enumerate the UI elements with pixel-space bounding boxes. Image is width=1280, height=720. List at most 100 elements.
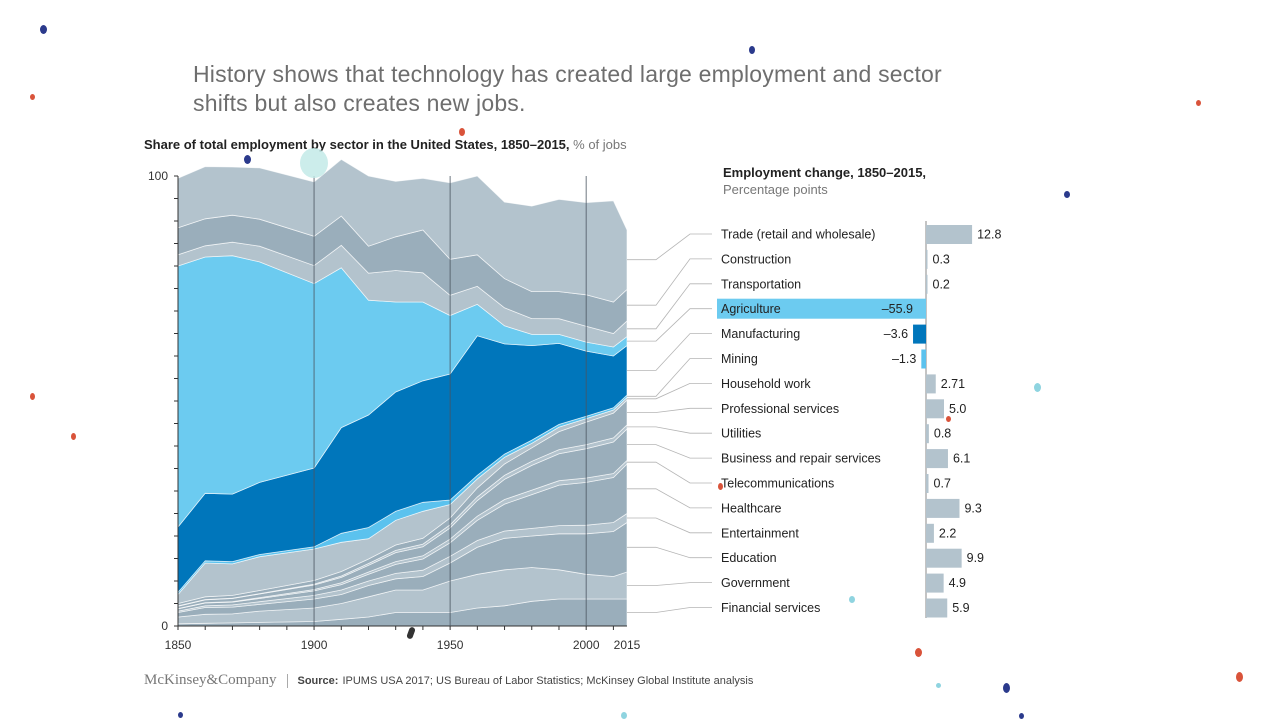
bar-category-label: Financial services [721,601,820,615]
decorative-dot [718,483,723,490]
leader-line-entertainment [627,517,712,534]
bar-category-label: Telecommunications [721,477,834,491]
decorative-dot [1196,100,1201,106]
bar-category-label: Mining [721,352,758,366]
decorative-dot [915,648,922,657]
bar-financial-services [926,598,948,618]
decorative-dot [1003,683,1010,693]
decorative-dot [30,94,35,100]
headline: History shows that technology has create… [193,61,942,116]
bar-entertainment [926,523,934,543]
bar-chart-title-bold: Employment change, 1850–2015, [723,165,927,180]
leader-line-professional-services [627,407,712,413]
bar-value-label: 5.0 [949,402,966,416]
bar-value-label: 2.2 [939,526,956,540]
area-trade-retail-and-wholesale [177,158,628,303]
leader-lines [627,233,712,613]
x-tick-label: 1850 [165,638,192,652]
bar-category-label: Healthcare [721,501,781,515]
bar-value-label: 0.8 [934,427,951,441]
bar-mining [921,349,926,369]
leader-line-utilities [627,426,712,434]
bar-transportation [926,274,928,294]
decorative-dot [71,433,76,440]
y-tick-label: 0 [161,619,168,633]
leader-line-manufacturing [627,333,712,371]
bar-value-label: 4.9 [949,576,966,590]
bar-category-label: Utilities [721,427,761,441]
decorative-dot [1019,713,1024,719]
bar-utilities [926,424,929,444]
bar-trade-retail-and-wholesale [926,225,973,244]
leader-line-trade-retail-and-wholesale [627,233,712,261]
decorative-dot [244,155,251,164]
leader-line-education [627,546,712,559]
bar-healthcare [926,498,960,518]
leader-line-transportation [627,283,712,330]
stacked-area-chart [177,158,628,627]
bar-value-label: –3.6 [884,327,908,341]
x-tick-label: 1950 [437,638,464,652]
x-tick-label: 1900 [301,638,328,652]
decorative-dot [1064,191,1070,198]
bar-education [926,548,962,568]
footer: McKinsey&Company Source: IPUMS USA 2017;… [144,672,753,689]
bar-category-label: Manufacturing [721,327,800,341]
bar-manufacturing [913,324,926,344]
bar-category-label: Construction [721,252,791,266]
bar-value-label: 0.7 [934,477,951,491]
decorative-dot [459,128,465,136]
bar-value-label: 2.71 [941,377,965,391]
bar-category-label: Transportation [721,277,801,291]
y-tick-label: 100 [148,169,168,183]
mckinsey-logo: McKinsey&Company [144,672,277,688]
bar-value-label: 9.9 [967,551,984,565]
area-chart-title: Share of total employment by sector in t… [144,137,627,152]
leader-line-construction [627,258,712,306]
decorative-dot [178,712,183,718]
leader-line-household-work [627,382,712,400]
bar-category-label: Business and repair services [721,452,881,466]
source-text: IPUMS USA 2017; US Bureau of Labor Stati… [342,674,754,687]
bar-category-label: Trade (retail and wholesale) [721,228,875,242]
decorative-dot [621,712,627,719]
decorative-dot [936,683,941,688]
x-tick-label: 2015 [614,638,641,652]
bar-value-label: –55.9 [882,302,913,316]
leader-line-healthcare [627,488,712,509]
bar-chart-title-unit: Percentage points [723,182,828,197]
bar-category-label: Agriculture [721,302,781,316]
leader-line-government [627,582,712,586]
bar-value-label: –1.3 [892,352,916,366]
bar-category-label: Entertainment [721,526,799,540]
bar-household-work [926,374,936,394]
bar-value-label: 0.2 [933,277,950,291]
leader-line-mining [627,358,712,397]
bar-value-label: 6.1 [953,452,970,466]
bar-business-and-repair-services [926,449,948,469]
source-label: Source: [297,674,339,687]
leader-line-telecommunications [627,461,712,484]
bar-government [926,573,944,593]
bar-category-label: Education [721,551,777,565]
bar-category-label: Professional services [721,402,839,416]
bar-value-label: 0.3 [933,252,950,266]
bar-telecommunications [926,474,929,493]
area-chart-title-unit: % of jobs [573,137,627,152]
leader-line-business-and-repair-services [627,444,712,459]
area-chart-axes: 0 100 1850 1900 1950 2000 2015 [148,169,641,652]
bar-value-label: 12.8 [977,228,1001,242]
bar-value-label: 9.3 [964,501,981,515]
area-chart-title-bold: Share of total employment by sector in t… [144,137,570,152]
bar-category-label: Government [721,576,790,590]
leader-line-agriculture [627,308,712,342]
bar-agriculture [717,298,926,319]
footer-divider [286,673,288,688]
decorative-dot [1034,383,1041,392]
decorative-dot [946,416,951,422]
bar-chart-title: Employment change, 1850–2015, Percentage… [723,164,926,198]
decorative-dot [849,596,855,603]
decorative-dot [40,25,47,34]
bar-value-label: 5.9 [952,601,969,615]
